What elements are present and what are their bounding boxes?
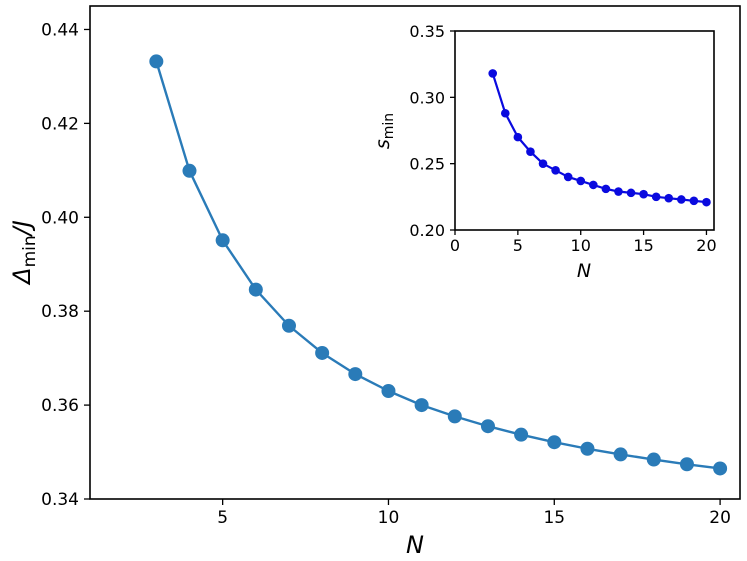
inset-y-tick-label: 0.35 — [409, 22, 445, 41]
inset-data-point — [500, 108, 510, 118]
main-data-point — [182, 163, 197, 178]
main-y-tick-label: 0.42 — [41, 114, 79, 134]
inset-data-point — [576, 176, 586, 186]
main-data-point — [713, 461, 728, 476]
main-x-tick-label: 15 — [543, 508, 565, 528]
main-y-axis-label: Δmin/J — [8, 220, 40, 286]
main-data-point — [315, 345, 330, 360]
main-y-tick-label: 0.44 — [41, 20, 79, 40]
main-x-tick-label: 20 — [709, 508, 731, 528]
main-data-point — [679, 457, 694, 472]
main-data-point — [580, 441, 595, 456]
inset-data-point — [677, 195, 686, 204]
inset-data-point — [651, 192, 661, 202]
main-data-point — [215, 233, 230, 248]
inset-data-point — [538, 159, 548, 168]
inset-data-point — [513, 132, 523, 142]
inset-x-axis-label: N — [577, 260, 591, 282]
inset-data-point — [488, 69, 498, 78]
main-data-point — [149, 54, 164, 69]
main-x-axis-label: N — [406, 531, 424, 559]
main-y-tick-label: 0.38 — [41, 302, 79, 322]
main-y-tick-label: 0.40 — [41, 208, 79, 228]
inset-data-point — [639, 189, 648, 199]
inset-x-tick-label: 20 — [696, 236, 716, 255]
inset-x-tick-label: 10 — [571, 236, 591, 255]
main-axes-frame — [89, 5, 741, 500]
main-y-tick-label: 0.34 — [41, 490, 79, 510]
main-data-point — [414, 398, 429, 413]
main-x-tick-label: 5 — [217, 508, 228, 528]
inset-y-tick-label: 0.30 — [409, 88, 445, 107]
main-data-point — [514, 427, 529, 442]
main-data-point — [480, 419, 495, 434]
inset-axes-frame — [454, 30, 715, 231]
inset-data-point — [601, 184, 611, 194]
inset-y-tick-label: 0.20 — [409, 221, 445, 240]
inset-data-point — [689, 196, 699, 206]
main-x-tick-label: 10 — [378, 508, 400, 528]
inset-y-tick-label: 0.25 — [409, 155, 445, 174]
main-data-point — [646, 452, 661, 467]
inset-data-point — [551, 166, 560, 175]
inset-data-point — [664, 193, 674, 203]
main-data-point — [447, 409, 462, 424]
main-data-point — [381, 384, 396, 399]
inset-x-tick-label: 15 — [633, 236, 653, 255]
main-data-point — [547, 435, 562, 450]
inset-data-point — [563, 172, 573, 182]
main-data-point — [348, 367, 363, 382]
main-y-tick-label: 0.36 — [41, 396, 79, 416]
inset-y-axis-label: smin — [372, 113, 397, 149]
inset-data-point — [614, 187, 623, 196]
inset-data-point — [626, 188, 636, 198]
inset-x-tick-label: 0 — [450, 236, 460, 255]
inset-x-tick-label: 5 — [513, 236, 523, 255]
main-plot: 5 10 15 20 0.34 0.36 0.38 0.40 0.42 0.44 N Δmin/J — [8, 5, 741, 559]
main-data-point — [613, 447, 628, 462]
main-data-point — [281, 318, 296, 333]
inset-data-point — [526, 147, 535, 157]
inset-background — [455, 31, 714, 230]
main-data-point — [248, 282, 263, 297]
inset-data-point — [702, 197, 711, 207]
inset-data-point — [589, 180, 598, 190]
